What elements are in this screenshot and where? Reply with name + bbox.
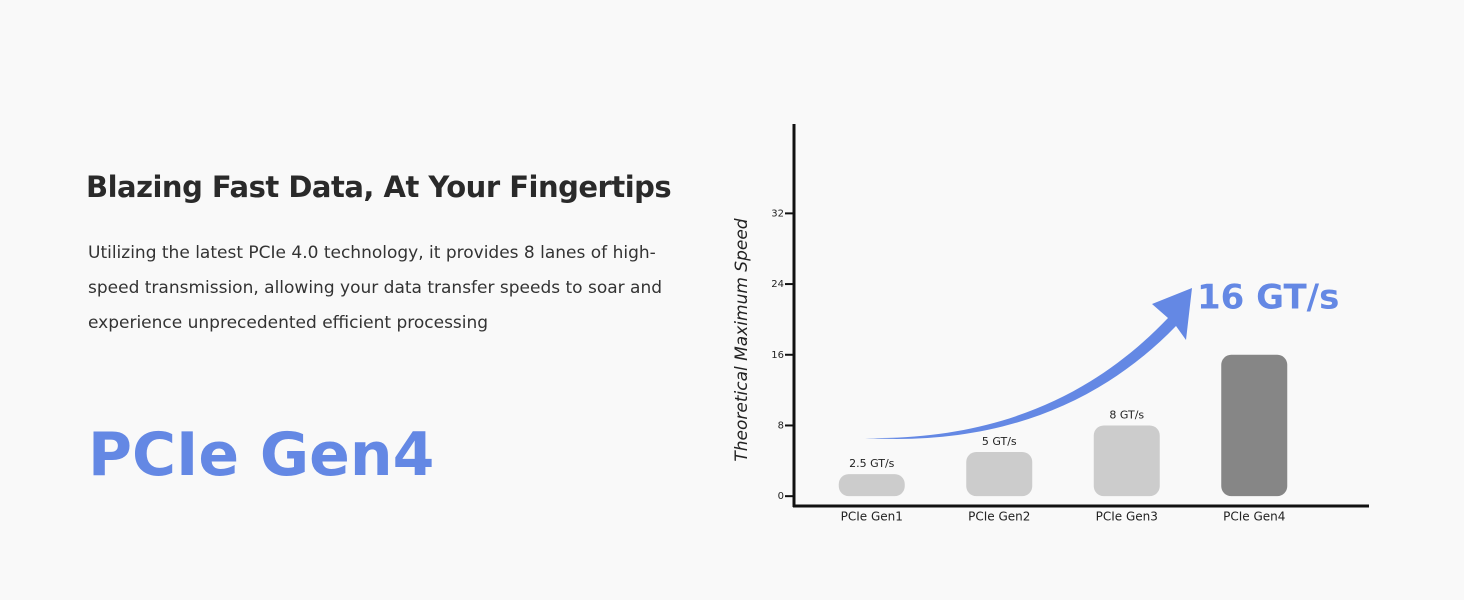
bar	[1221, 354, 1288, 497]
growth-arrow	[865, 288, 1192, 439]
bar	[838, 474, 905, 497]
y-tick-label: 0	[778, 491, 784, 502]
y-tick-label: 32	[771, 208, 784, 219]
bar	[966, 451, 1033, 497]
value-label: 2.5 GT/s	[849, 457, 895, 470]
body-text: Utilizing the latest PCIe 4.0 technology…	[88, 243, 663, 333]
x-tick-label: PCIe Gen1	[841, 510, 903, 524]
x-tick-label: PCIe Gen3	[1096, 510, 1158, 524]
y-tick-label: 24	[771, 279, 784, 290]
value-label: 5 GT/s	[982, 435, 1017, 448]
y-tick-label: 8	[778, 420, 784, 431]
y-axis-label: Theoretical Maximum Speed	[732, 218, 752, 461]
heading: Blazing Fast Data, At Your Fingertips	[86, 170, 672, 204]
x-tick-label: PCIe Gen4	[1223, 510, 1285, 524]
value-label: 8 GT/s	[1109, 408, 1144, 421]
y-tick-label: 16	[771, 350, 784, 361]
x-tick-label: PCIe Gen2	[968, 510, 1030, 524]
value-label: 16 GT/s	[1197, 278, 1339, 318]
bar	[1093, 425, 1160, 497]
product-name: PCIe Gen4	[88, 420, 435, 490]
